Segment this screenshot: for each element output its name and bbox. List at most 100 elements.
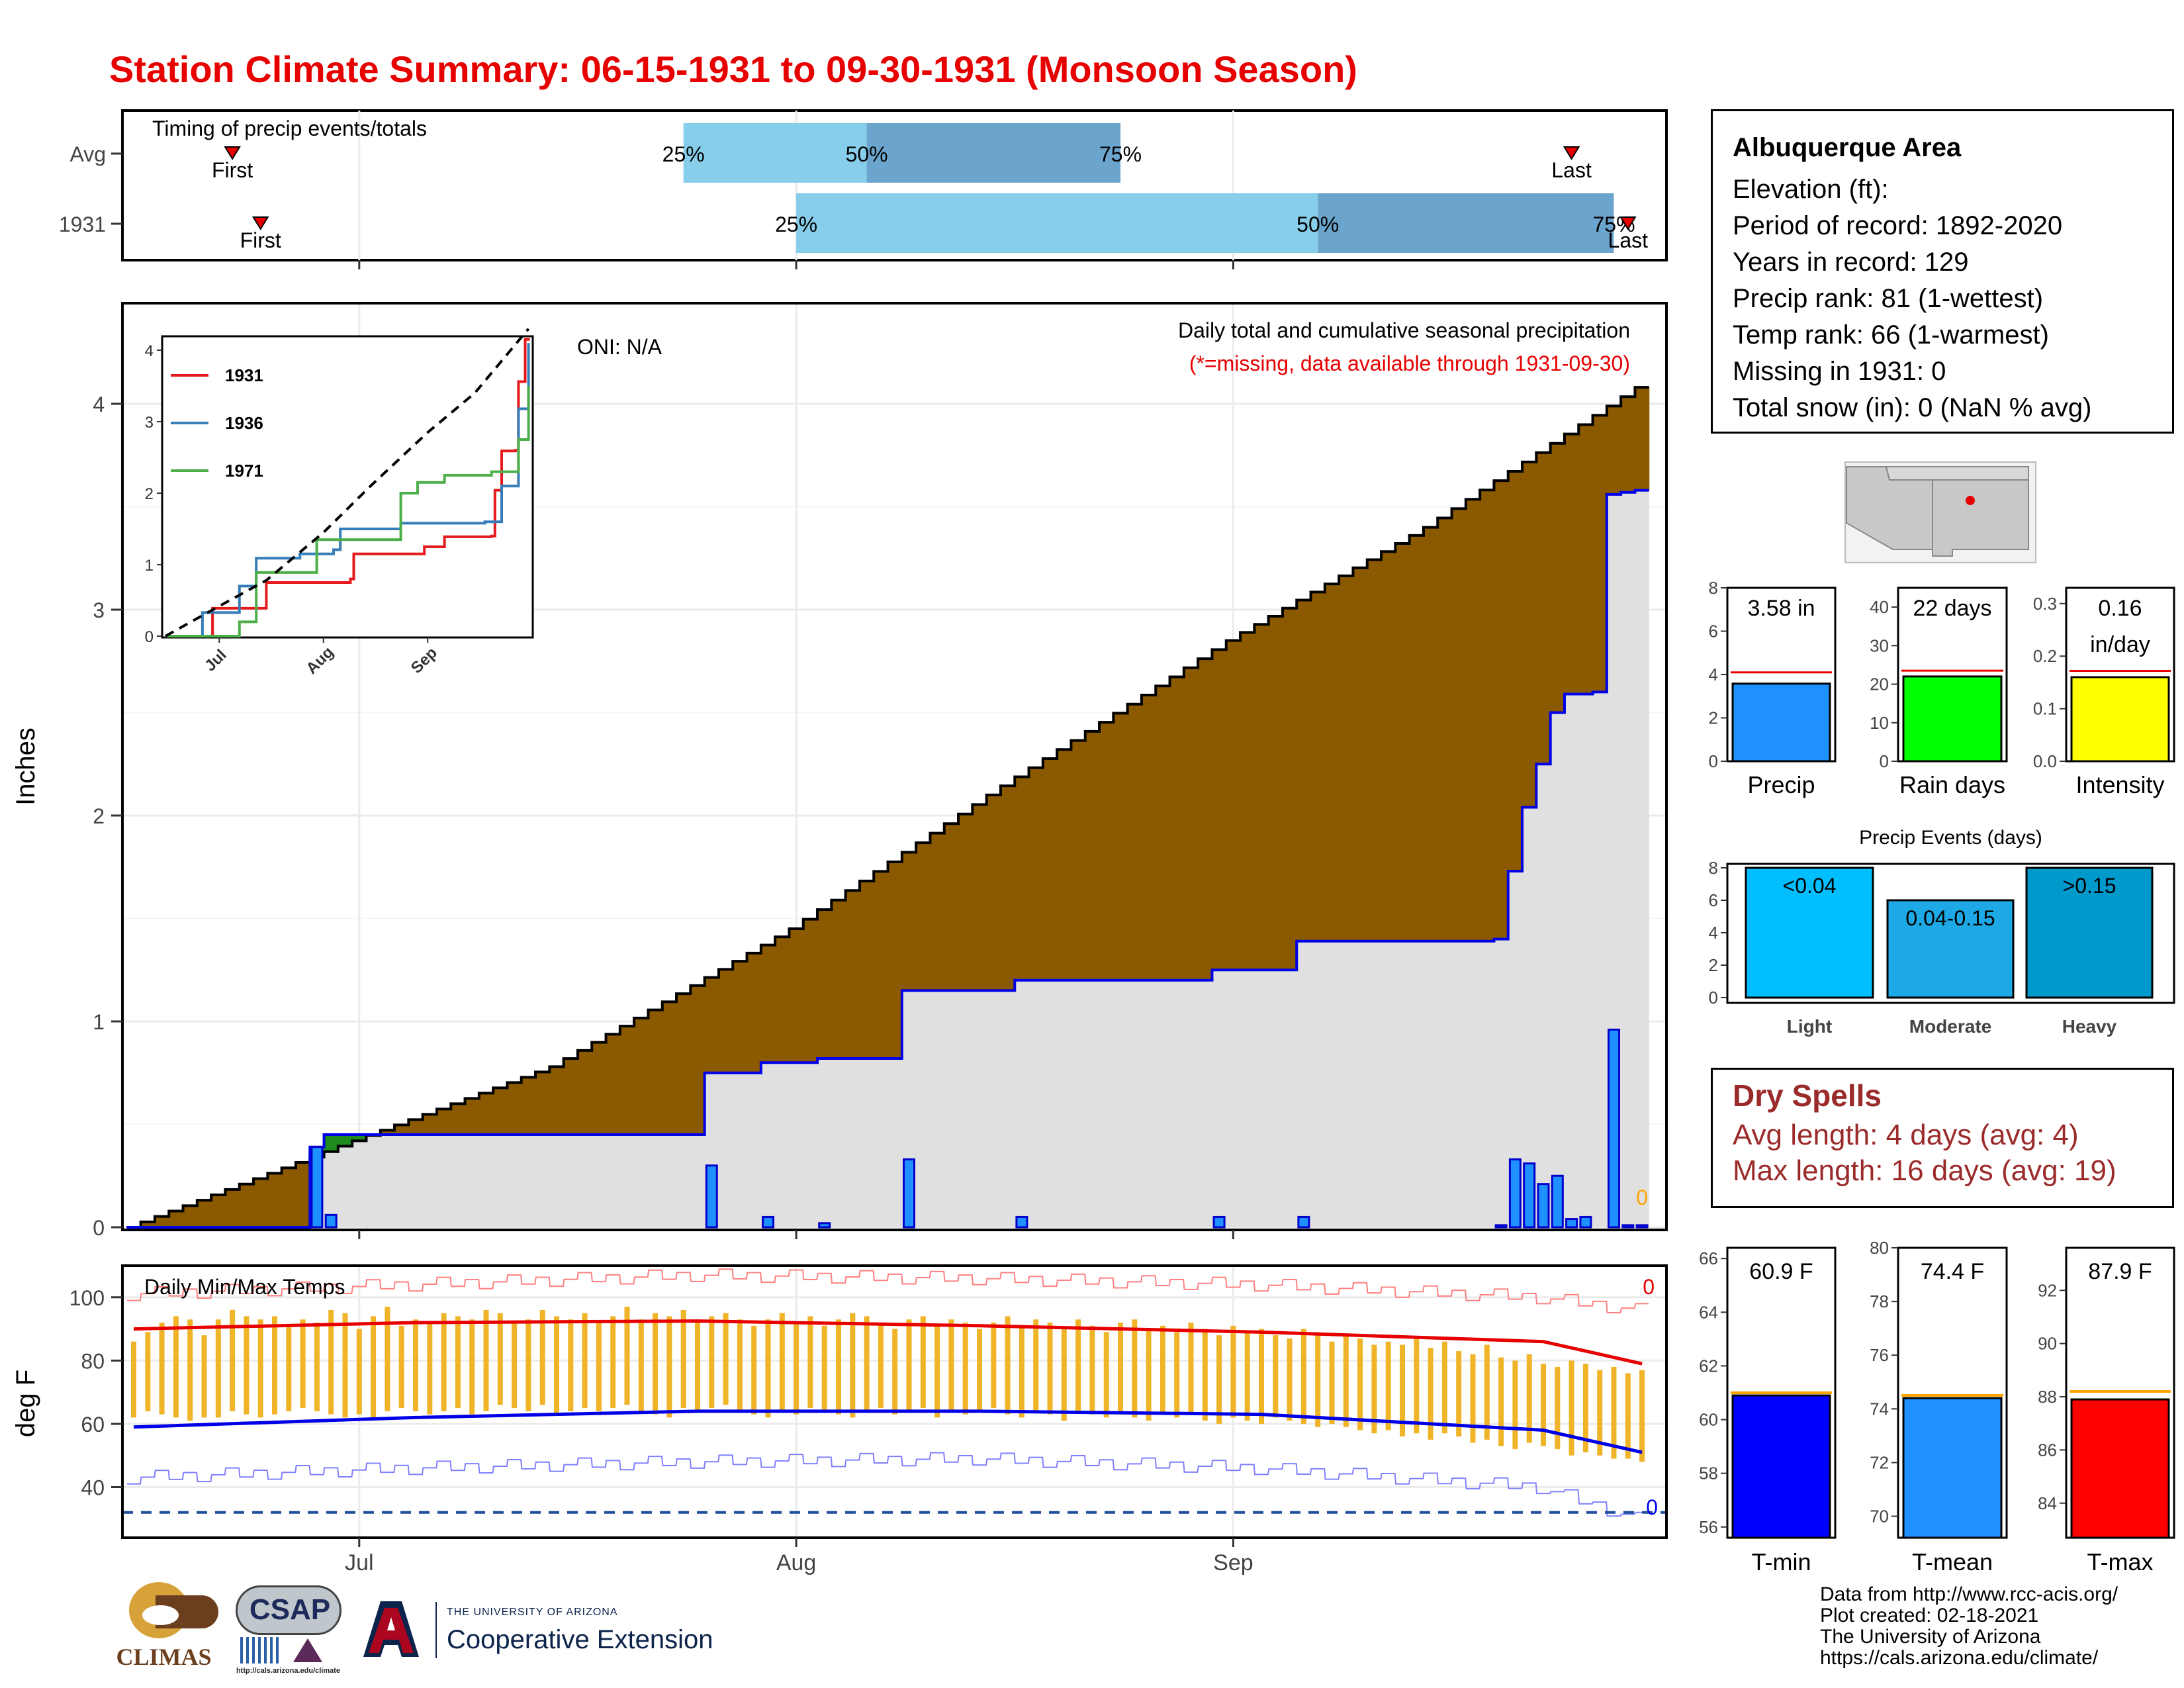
x-tick-label: Sep: [1213, 1550, 1253, 1575]
daily-precip-bar: [1608, 1028, 1620, 1229]
deficit-fill: [803, 919, 818, 1063]
summary-x-label: Intensity: [2075, 771, 2164, 798]
cumulative-area-1931: [126, 490, 1649, 1227]
inset-frame: [161, 335, 534, 639]
deficit-fill: [1240, 632, 1255, 970]
daily-precip-bar: [762, 1215, 774, 1229]
daily-precip-bar: [1537, 1183, 1550, 1229]
ua-big-text: Cooperative Extension: [447, 1625, 713, 1654]
deficit-fill: [1113, 713, 1128, 980]
deficit-fill: [1606, 406, 1621, 494]
daily-temp-bar: [596, 1323, 602, 1411]
events-bar-light: [1745, 867, 1874, 999]
events-range-label: 0.04-0.15: [1905, 906, 1995, 930]
deficit-fill: [1592, 415, 1608, 692]
deficit-fill: [916, 843, 931, 991]
temp-summary-y-tick-label: 80: [1870, 1238, 1889, 1258]
events-x-label: Moderate: [1909, 1016, 1991, 1037]
daily-temp-bar: [385, 1307, 390, 1411]
inset-y-tick-label: 0: [145, 628, 154, 646]
daily-temp-bar: [1174, 1332, 1180, 1418]
daily-precip-bar: [1015, 1215, 1028, 1229]
events-range-label: >0.15: [2063, 874, 2116, 898]
deficit-fill: [733, 961, 748, 1073]
surplus-fill: [352, 1135, 367, 1141]
daily-temp-bar: [836, 1319, 841, 1415]
climas-logo-text: CLIMAS: [116, 1644, 212, 1670]
inset-avg-line: [165, 328, 530, 637]
deficit-fill: [817, 910, 832, 1058]
timing-row-label: Avg: [69, 142, 106, 166]
daily-temp-bar: [1414, 1338, 1420, 1434]
daily-temp-bar: [469, 1319, 475, 1415]
daily-temp-bar: [1103, 1332, 1109, 1418]
temp-summary-bar-t-max: [2070, 1398, 2170, 1539]
last-marker: [1563, 146, 1580, 160]
summary-y-tick-label: 0.1: [2033, 699, 2057, 719]
y-tick-label: 60: [81, 1413, 105, 1436]
daily-temp-bar: [653, 1313, 659, 1415]
deficit-fill: [747, 953, 762, 1073]
deficit-fill: [1480, 490, 1494, 941]
events-y-tick-label: 4: [1709, 923, 1718, 943]
daily-temp-bar: [1484, 1344, 1490, 1440]
deficit-fill: [436, 1109, 451, 1135]
daily-temp-bar: [695, 1323, 700, 1411]
csap-logo-text: CSAP: [249, 1593, 331, 1626]
temp-summary-y-tick-label: 86: [2038, 1440, 2057, 1460]
daily-temp-bar: [356, 1329, 362, 1415]
daily-temp-bar: [821, 1325, 827, 1411]
credit-line: The University of Arizona: [1820, 1626, 2041, 1648]
daily-temp-bar: [441, 1313, 447, 1411]
deficit-fill: [1057, 749, 1071, 980]
deficit-fill: [1536, 452, 1551, 765]
quartile-label: 50%: [1297, 212, 1339, 236]
deficit-fill: [1564, 434, 1579, 694]
temp-summary-y-tick-label: 64: [1699, 1302, 1718, 1322]
events-range-label: <0.04: [1783, 874, 1837, 898]
min-count-label: 0: [1646, 1495, 1658, 1519]
quartile-bar-25-50: [796, 193, 1318, 253]
deficit-fill: [577, 1050, 592, 1135]
oni-label: ONI: N/A: [577, 335, 662, 359]
daily-temp-bar: [680, 1309, 686, 1409]
daily-temp-bar: [215, 1319, 221, 1418]
daily-precip-bar: [1523, 1162, 1536, 1229]
daily-temp-bar: [497, 1313, 503, 1405]
temp-summary-y-tick-label: 60: [1699, 1410, 1718, 1430]
daily-temp-bar: [709, 1316, 715, 1409]
deficit-fill: [1127, 704, 1142, 980]
daily-temp-bar: [624, 1307, 630, 1405]
events-x-label: Light: [1787, 1016, 1832, 1037]
daily-temp-bar: [1047, 1323, 1053, 1415]
deficit-fill: [1268, 616, 1283, 970]
temp-summary-y-tick-label: 58: [1699, 1464, 1718, 1483]
csap-logo: CSAP http://cals.arizona.edu/climate: [230, 1579, 346, 1678]
temp-summary-y-tick-label: 56: [1699, 1517, 1718, 1537]
daily-temp-bar: [1470, 1354, 1476, 1443]
daily-temp-bar: [145, 1332, 151, 1411]
daily-temp-bar: [1300, 1329, 1306, 1424]
deficit-fill: [1395, 543, 1410, 941]
deficit-fill: [648, 1009, 663, 1135]
deficit-fill: [1550, 443, 1565, 713]
daily-temp-bar: [1146, 1329, 1152, 1421]
deficit-fill: [859, 880, 874, 1058]
deficit-fill: [211, 1195, 226, 1227]
daily-temp-bar: [1075, 1319, 1081, 1411]
deficit-fill: [1085, 731, 1100, 980]
summary-y-tick-label: 0.0: [2033, 751, 2057, 771]
daily-temp-bar: [1541, 1364, 1546, 1446]
daily-temp-bar: [1259, 1329, 1264, 1424]
deficit-fill: [831, 900, 846, 1058]
daily-precip-bar: [903, 1158, 915, 1229]
daily-precip-bar: [1635, 1224, 1649, 1229]
y-tick-label: 3: [93, 598, 105, 622]
daily-temp-bar: [286, 1325, 292, 1411]
daily-temp-bar: [512, 1323, 518, 1409]
daily-precip-bar: [1212, 1215, 1226, 1229]
deficit-fill: [1437, 518, 1453, 941]
station-info-line: Years in record: 129: [1733, 248, 1969, 277]
daily-temp-bar: [272, 1316, 277, 1415]
